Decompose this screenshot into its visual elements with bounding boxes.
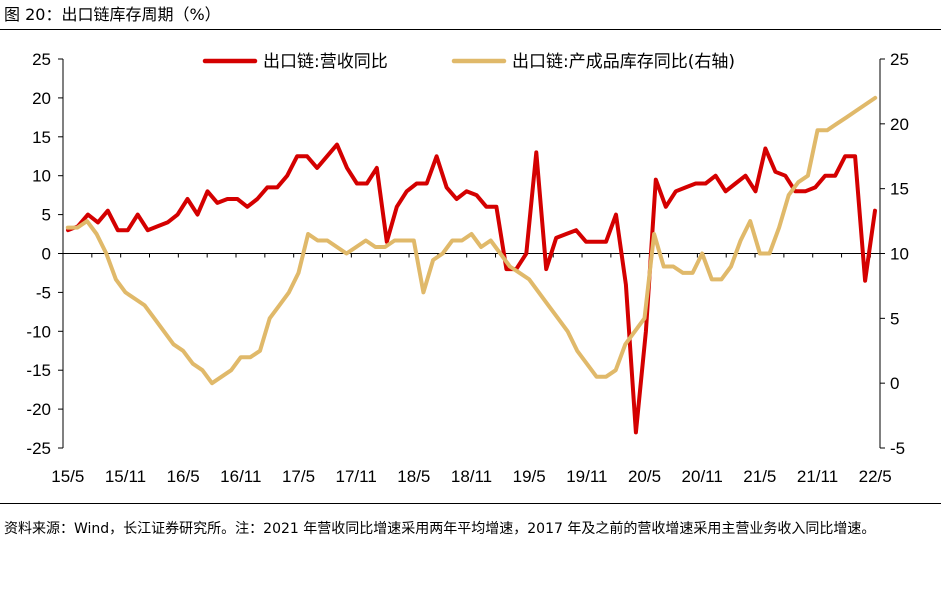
left-axis-tick-label: -25 [26, 439, 51, 458]
top-rule [0, 29, 941, 30]
left-axis-tick-label: -15 [26, 361, 51, 380]
x-axis-tick-label: 17/11 [336, 467, 377, 486]
right-axis-tick-label: 5 [890, 309, 899, 328]
left-axis-tick-label: 0 [42, 245, 51, 264]
inventory-series-line [65, 95, 878, 386]
chart-legend: 出口链:营收同比 出口链:产成品库存同比(右轴) [202, 52, 735, 72]
right-axis-tick-label: 10 [890, 245, 909, 264]
source-note: 资料来源：Wind，长江证券研究所。注：2021 年营收同比增速采用两年平均增速… [4, 521, 876, 537]
x-axis-tick-label: 19/5 [513, 467, 546, 486]
right-axis-tick-label: 15 [890, 180, 909, 199]
x-axis-tick-label: 21/11 [797, 467, 838, 486]
right-axis-tick-label: -5 [890, 439, 905, 458]
left-axis-tick-label: 15 [32, 128, 51, 147]
x-axis-tick-label: 18/11 [451, 467, 492, 486]
bottom-rule [0, 503, 941, 504]
figure-title: 图 20：出口链库存周期（%） [4, 5, 221, 24]
chart-series [65, 95, 878, 435]
x-axis-tick-label: 21/5 [743, 467, 776, 486]
left-axis-tick-label: 5 [42, 206, 51, 225]
x-axis-tick-label: 17/5 [282, 467, 315, 486]
x-axis-tick-label: 18/5 [397, 467, 430, 486]
chart-area: 25 20 15 10 5 0 -5 -10 -15 -20 -25 25 20 15 10 5 0 -5 15/5… [26, 50, 909, 486]
x-axis-tick-label: 16/11 [220, 467, 261, 486]
chart-axes: 25 20 15 10 5 0 -5 -10 -15 -20 -25 25 20 15 10 5 0 -5 15/5… [26, 50, 909, 486]
x-axis-tick-label: 16/5 [167, 467, 200, 486]
right-axis-tick-label: 20 [890, 115, 909, 134]
legend-label-revenue: 出口链:营收同比 [263, 52, 388, 72]
x-axis-tick-label: 22/5 [859, 467, 892, 486]
right-axis-tick-label: 25 [890, 50, 909, 69]
left-axis-tick-label: -20 [26, 400, 51, 419]
x-axis-tick-label: 20/5 [628, 467, 661, 486]
left-axis-tick-label: -5 [36, 283, 51, 302]
right-axis-tick-label: 0 [890, 374, 899, 393]
legend-label-inventory: 出口链:产成品库存同比(右轴) [512, 52, 735, 72]
left-axis-tick-label: 25 [32, 50, 51, 69]
x-axis-tick-label: 19/11 [566, 467, 607, 486]
left-axis-tick-label: 20 [32, 89, 51, 108]
revenue-series-line [66, 142, 877, 435]
left-axis-tick-label: -10 [26, 322, 51, 341]
left-axis-tick-label: 10 [32, 167, 51, 186]
x-axis-tick-label: 15/11 [105, 467, 146, 486]
x-axis-tick-label: 20/11 [682, 467, 723, 486]
x-axis-tick-label: 15/5 [51, 467, 84, 486]
